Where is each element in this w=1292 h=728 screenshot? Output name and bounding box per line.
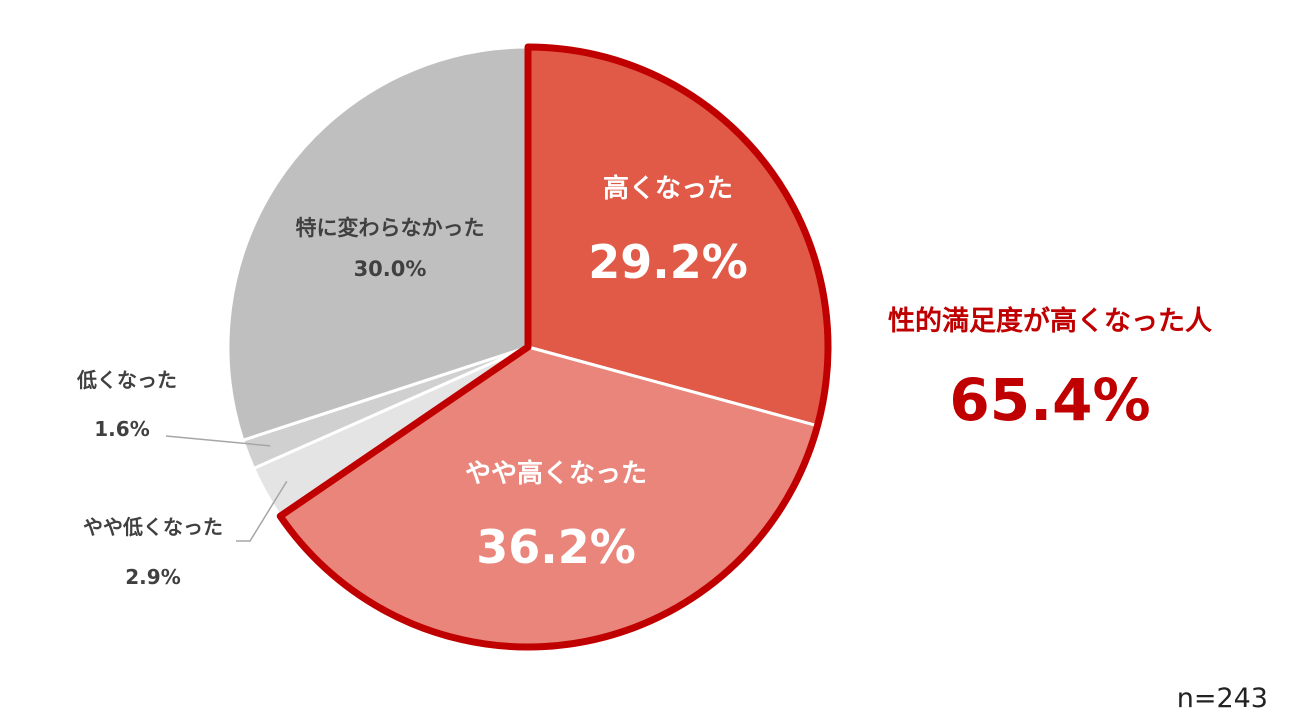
pie-slices: [226, 45, 830, 649]
highlight-value: 65.4%: [949, 366, 1150, 434]
slice-value-低くなった: 1.6%: [94, 417, 149, 441]
slice-label-低くなった: 低くなった: [76, 368, 177, 392]
slice-label-高くなった: 高くなった: [603, 173, 733, 204]
slice-value-特に変わらなかった: 30.0%: [354, 257, 427, 281]
slice-value-高くなった: 29.2%: [588, 235, 748, 289]
sample-size-note: n=243: [1177, 683, 1268, 714]
slice-label-やや高くなった: やや高くなった: [465, 458, 647, 489]
slice-value-やや低くなった: 2.9%: [125, 565, 180, 589]
highlight-outline: [276, 43, 832, 651]
leader-line: [165, 435, 271, 447]
slice-label-やや低くなった: やや低くなった: [83, 515, 223, 539]
slice-value-やや高くなった: 36.2%: [476, 520, 636, 574]
highlight-label: 性的満足度が高くなった人: [888, 305, 1212, 337]
pie-slice: [226, 45, 530, 443]
slice-label-特に変わらなかった: 特に変わらなかった: [296, 216, 485, 240]
leader-lines: [165, 435, 288, 542]
leader-line: [236, 480, 288, 542]
